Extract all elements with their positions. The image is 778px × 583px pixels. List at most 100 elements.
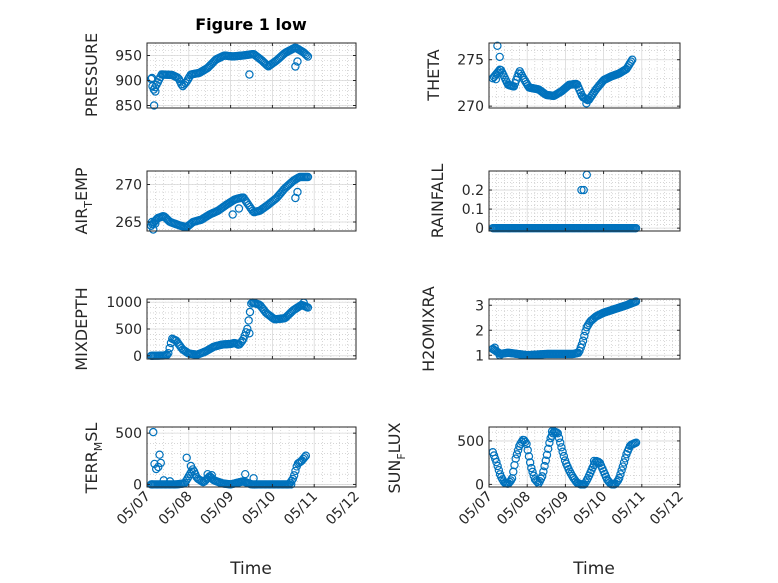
data-point (291, 466, 300, 476)
data-point (491, 75, 501, 84)
y-tick-label: 265 (115, 215, 142, 231)
data-point (626, 57, 636, 66)
data-point (289, 471, 299, 480)
data-point (579, 185, 588, 195)
data-point (631, 438, 641, 447)
data-point (287, 480, 296, 489)
subplot-h2omixra: H2OMIXRA 1 2 3 (419, 286, 681, 372)
data-point (618, 462, 628, 471)
data-point (617, 466, 626, 475)
data-point (293, 187, 302, 197)
y-axis-label: H2OMIXRA (419, 286, 438, 372)
data-point (149, 427, 158, 437)
data-point (522, 439, 531, 449)
data-point (541, 456, 550, 465)
data-point (539, 467, 548, 476)
data-point (245, 329, 254, 338)
x-tick-label: 05/11 (609, 489, 649, 529)
data-point (524, 452, 534, 461)
y-axis-label: RAINFALL (428, 164, 447, 239)
y-tick-label: 1 (475, 348, 484, 364)
data-point (241, 469, 250, 479)
data-point (303, 172, 313, 182)
data-point (147, 73, 157, 83)
y-tick-label: 0.2 (462, 183, 484, 199)
data-point (159, 476, 168, 485)
data-point (300, 453, 309, 462)
data-point (528, 467, 537, 477)
data-point (547, 427, 557, 436)
data-point (558, 447, 567, 456)
axes-box (146, 42, 357, 109)
y-axis-label: MIXDEPTH (72, 287, 91, 370)
data-point (557, 443, 566, 452)
subplot-sun-flux: SUNFLUX 0 500 05/0705/0805/0905/1005/1105/… (385, 422, 687, 528)
y-axis-label: AIRTEMP (72, 167, 95, 234)
data-point (580, 480, 589, 489)
data-point (523, 445, 532, 455)
axes-box (488, 426, 681, 488)
data-point (577, 185, 586, 195)
x-tick-label: 05/11 (281, 489, 321, 529)
data-point (291, 62, 300, 71)
data-point (529, 471, 538, 480)
data-point (493, 41, 502, 50)
data-point (521, 437, 530, 447)
y-tick-label: 270 (115, 178, 142, 194)
y-tick-label: 0 (475, 221, 484, 237)
x-tick-label: 05/12 (647, 489, 687, 529)
data-point (245, 70, 254, 79)
data-point (249, 474, 258, 483)
data-point (517, 437, 526, 447)
x-tick-label: 05/08 (156, 489, 196, 529)
y-axis-label: SUNFLUX (385, 422, 408, 493)
data-point (559, 451, 569, 461)
data-point (511, 454, 520, 463)
x-tick-label: 05/12 (323, 489, 363, 529)
subplot-mixdepth: MIXDEPTH 0 500 1000 (72, 287, 357, 371)
data-point (243, 324, 252, 334)
data-point (234, 204, 244, 213)
axes-box (488, 42, 681, 109)
y-tick-label: 0 (133, 477, 142, 493)
axes-box (146, 170, 357, 232)
x-tick-label: 05/07 (456, 489, 496, 529)
data-point (527, 463, 536, 473)
data-point (554, 433, 564, 443)
data-point (553, 429, 563, 438)
data-point (510, 460, 519, 470)
subplot-pressure: PRESSURE 850 900 950 (82, 33, 357, 117)
axes-box (488, 170, 681, 232)
x-tick-label: 05/09 (198, 489, 238, 529)
y-tick-label: 500 (115, 426, 142, 442)
figure-title: Figure 1 low (195, 15, 307, 34)
x-tick-label: 05/09 (532, 489, 572, 529)
data-point (165, 477, 175, 486)
data-point (302, 51, 311, 60)
y-tick-label: 0 (133, 349, 142, 365)
y-tick-label: 1000 (106, 295, 142, 311)
data-point (245, 307, 255, 317)
data-point (493, 461, 502, 471)
data-point (631, 297, 641, 306)
data-point (525, 458, 535, 467)
data-point (619, 458, 629, 467)
data-point (615, 473, 624, 483)
data-point (203, 469, 212, 479)
data-point (154, 462, 163, 472)
data-point (574, 348, 583, 358)
y-tick-label: 2 (475, 323, 484, 339)
data-point (301, 49, 310, 59)
data-point (164, 348, 173, 358)
y-tick-label: 3 (475, 298, 484, 314)
data-point (149, 101, 159, 110)
data-point (186, 461, 196, 471)
x-axis-label-right: Time (572, 559, 615, 579)
data-point (537, 472, 547, 481)
y-tick-label: 0.1 (462, 202, 484, 218)
data-point (495, 52, 504, 62)
data-point (556, 438, 565, 447)
y-tick-label: 0 (475, 477, 484, 493)
subplot-theta: THETA 270 275 (424, 41, 681, 115)
